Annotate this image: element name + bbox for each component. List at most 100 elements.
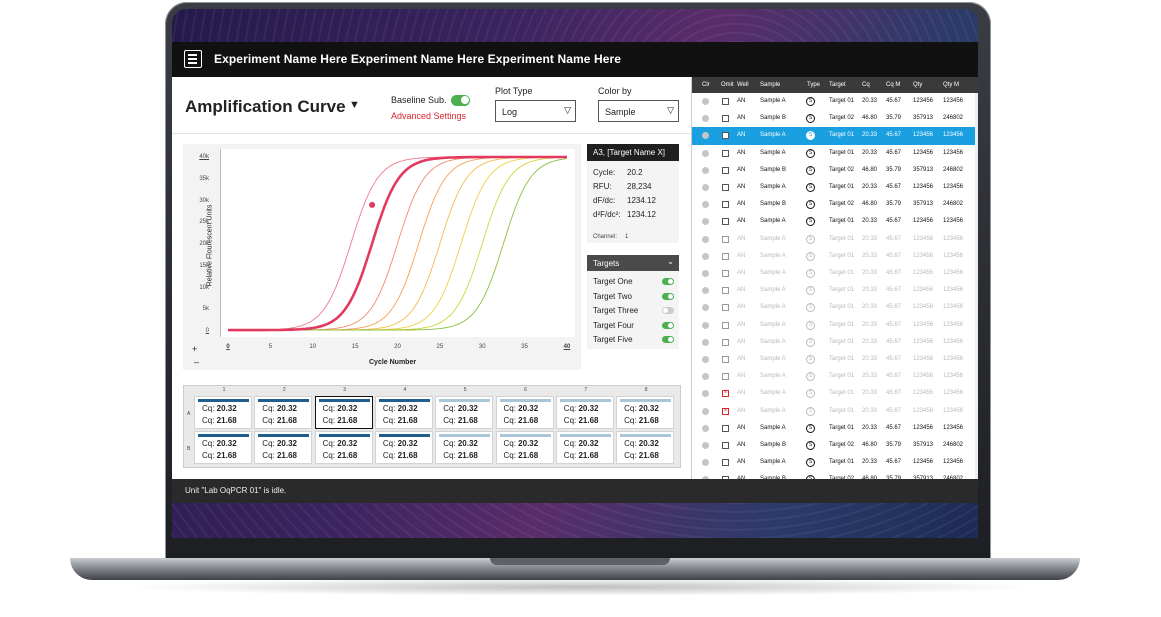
table-header-target[interactable]: Target [829,82,846,88]
table-row[interactable]: AN Sample B Target 02 46.80 35.79 357913 24680… [692,437,978,454]
color-dot[interactable] [702,459,709,467]
color-dot[interactable] [702,132,709,140]
table-row[interactable]: AN Sample A Target 01 20.33 45.67 123456 12345… [692,317,978,334]
color-dot[interactable] [702,304,709,312]
color-dot[interactable] [702,235,709,243]
table-row[interactable]: AN Sample A Target 01 20.33 45.67 123456 12345… [692,248,978,265]
plate-well[interactable]: Cq: 20.32 Cq: 21.68 [374,431,433,464]
table-row[interactable]: AN Sample A Target 01 20.33 45.67 123456 12345… [692,334,978,351]
omit-checkbox[interactable] [722,356,729,363]
omit-checkbox[interactable] [722,321,729,329]
table-row[interactable]: AN Sample B Target 02 46.80 35.79 357913 24680… [692,110,978,127]
omit-checkbox[interactable] [722,132,729,140]
omit-checkbox[interactable] [722,304,729,312]
color-dot[interactable] [702,149,709,157]
omit-checkbox[interactable] [722,459,729,467]
view-title[interactable]: Amplification Curve [185,97,346,116]
table-row[interactable]: AN Sample A Target 01 20.33 45.67 123456 12345… [692,420,978,437]
plate-well[interactable]: Cq: 20.32 Cq: 21.68 [495,396,554,429]
table-header-qty[interactable]: Qty [913,82,923,88]
plot-type-select[interactable]: Log ▽ [495,100,576,122]
menu-icon[interactable] [184,50,202,68]
color-dot[interactable] [702,356,709,363]
omit-checkbox[interactable] [722,98,729,105]
omit-checkbox[interactable]: × [722,390,729,398]
target-toggle[interactable] [662,278,674,285]
plate-well[interactable]: Cq: 20.32 Cq: 21.68 [616,431,675,464]
omit-checkbox[interactable] [722,218,729,226]
view-dropdown-icon[interactable]: ▼ [349,99,360,111]
color-dot[interactable] [702,252,709,260]
color-dot[interactable] [702,321,709,329]
table-row[interactable]: AN Sample A Target 01 20.33 45.67 123456 12345… [692,282,978,299]
plot-area[interactable] [220,149,575,337]
table-row[interactable]: AN Sample A Target 01 20.33 45.67 123456 12345… [692,299,978,316]
table-row[interactable]: AN Sample A Target 01 20.33 45.67 123456 12345… [692,265,978,282]
plate-well[interactable]: Cq: 20.32 Cq: 21.68 [314,396,373,429]
plate-well[interactable]: Cq: 20.32 Cq: 21.68 [435,431,494,464]
color-dot[interactable] [702,98,709,105]
color-dot[interactable] [702,424,709,432]
table-row[interactable]: AN Sample B Target 02 46.80 35.79 357913 24680… [692,196,978,213]
plate-well[interactable]: Cq: 20.32 Cq: 21.68 [495,431,554,464]
zoom-in-button[interactable]: + [192,344,198,354]
table-row[interactable]: AN Sample A Target 01 20.33 45.67 123456 12345… [692,93,978,110]
color-dot[interactable] [702,184,709,191]
table-row[interactable]: AN Sample A Target 01 20.33 45.67 123456 12345… [692,231,978,248]
omit-checkbox[interactable] [722,287,729,295]
color-dot[interactable] [702,287,709,295]
table-header-omit[interactable]: Omit [721,82,734,88]
table-scrollbar[interactable] [975,93,978,479]
color-dot[interactable] [702,407,709,415]
table-row[interactable]: AN Sample A Target 01 20.33 45.67 123456 12345… [692,179,978,196]
table-row[interactable]: AN Sample B Target 02 46.80 35.79 357913 24680… [692,162,978,179]
zoom-out-button[interactable]: – [194,357,200,367]
plate-well[interactable]: Cq: 20.32 Cq: 21.68 [194,431,252,464]
target-toggle[interactable] [662,292,674,300]
color-dot[interactable] [702,373,709,381]
table-row[interactable]: × AN Sample A Target 01 20.33 45.67 123456 1234… [692,403,978,420]
target-toggle[interactable] [662,336,674,343]
plate-well[interactable]: Cq: 20.32 Cq: 21.68 [555,396,614,429]
target-toggle[interactable] [662,307,674,314]
color-dot[interactable] [702,390,709,398]
omit-checkbox[interactable] [722,252,729,260]
plate-well[interactable]: Cq: 20.32 Cq: 21.68 [435,396,494,429]
omit-checkbox[interactable] [722,184,729,191]
omit-checkbox[interactable]: × [722,407,729,415]
omit-checkbox[interactable] [722,442,729,449]
table-row[interactable]: AN Sample A Target 01 20.33 45.67 123456 12345… [692,213,978,230]
table-row[interactable]: AN Sample A Target 01 20.33 45.67 123456 12345… [692,351,978,368]
plate-well[interactable]: Cq: 20.32 Cq: 21.68 [616,396,675,429]
table-row[interactable]: × AN Sample A Target 01 20.33 45.67 123456 1234… [692,385,978,402]
plate-well[interactable]: Cq: 20.32 Cq: 21.68 [374,396,433,429]
table-row[interactable]: AN Sample A Target 01 20.33 45.67 123456 12345… [692,454,978,471]
color-by-select[interactable]: Sample ▽ [598,100,679,122]
target-toggle[interactable] [662,321,674,329]
table-row[interactable]: AN Sample A Target 01 20.33 45.67 123456 12345… [692,127,978,145]
table-header-well[interactable]: Well [737,82,749,88]
selected-point-marker[interactable] [369,201,376,208]
omit-checkbox[interactable] [722,115,729,123]
table-header-cq[interactable]: Cq [862,82,870,88]
plate-well[interactable]: Cq: 20.32 Cq: 21.68 [254,431,313,464]
omit-checkbox[interactable] [722,201,729,209]
baseline-sub-toggle[interactable] [451,95,470,106]
color-dot[interactable] [702,338,709,346]
omit-checkbox[interactable] [722,235,729,243]
color-dot[interactable] [702,166,709,174]
color-dot[interactable] [702,115,709,123]
table-header-cq-m[interactable]: Cq M [886,82,901,88]
table-row[interactable]: AN Sample A Target 01 20.33 45.67 123456 12345… [692,368,978,385]
omit-checkbox[interactable] [722,338,729,346]
color-dot[interactable] [702,442,709,449]
omit-checkbox[interactable] [722,373,729,381]
omit-checkbox[interactable] [722,149,729,157]
amplification-curve[interactable] [228,156,567,331]
table-header-qty-m[interactable]: Qty M [943,82,959,88]
plate-well[interactable]: Cq: 20.32 Cq: 21.68 [555,431,614,464]
plate-well[interactable]: Cq: 20.32 Cq: 21.68 [254,396,313,429]
table-header-sample[interactable]: Sample [760,82,781,88]
table-row[interactable]: AN Sample A Target 01 20.33 45.67 123456 12345… [692,145,978,162]
highlighted-curve[interactable] [228,155,567,332]
